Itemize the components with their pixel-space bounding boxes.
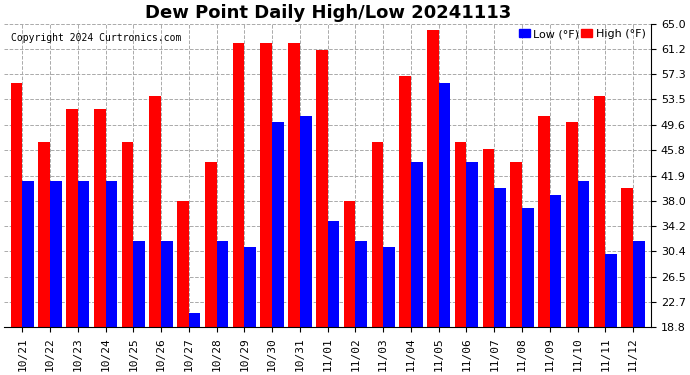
Bar: [272, 122, 284, 327]
Bar: [605, 254, 617, 327]
Bar: [121, 142, 133, 327]
Bar: [371, 142, 383, 327]
Bar: [161, 241, 172, 327]
Bar: [522, 208, 533, 327]
Bar: [466, 162, 478, 327]
Bar: [149, 96, 161, 327]
Title: Dew Point Daily High/Low 20241113: Dew Point Daily High/Low 20241113: [144, 4, 511, 22]
Bar: [538, 116, 550, 327]
Bar: [217, 241, 228, 327]
Bar: [633, 241, 644, 327]
Bar: [566, 122, 578, 327]
Bar: [260, 44, 272, 327]
Bar: [494, 188, 506, 327]
Bar: [316, 50, 328, 327]
Bar: [344, 201, 355, 327]
Bar: [328, 221, 339, 327]
Bar: [205, 162, 217, 327]
Bar: [427, 30, 439, 327]
Bar: [133, 241, 145, 327]
Bar: [622, 188, 633, 327]
Bar: [455, 142, 466, 327]
Bar: [177, 201, 189, 327]
Bar: [233, 44, 244, 327]
Bar: [50, 182, 61, 327]
Bar: [39, 142, 50, 327]
Bar: [511, 162, 522, 327]
Bar: [300, 116, 311, 327]
Bar: [244, 247, 256, 327]
Bar: [10, 83, 22, 327]
Bar: [94, 109, 106, 327]
Bar: [550, 195, 562, 327]
Bar: [22, 182, 34, 327]
Legend: Low (°F), High (°F): Low (°F), High (°F): [519, 29, 646, 39]
Bar: [578, 182, 589, 327]
Bar: [66, 109, 78, 327]
Bar: [355, 241, 367, 327]
Bar: [482, 148, 494, 327]
Bar: [593, 96, 605, 327]
Bar: [383, 247, 395, 327]
Bar: [439, 83, 451, 327]
Bar: [106, 182, 117, 327]
Bar: [78, 182, 90, 327]
Bar: [288, 44, 300, 327]
Bar: [400, 76, 411, 327]
Text: Copyright 2024 Curtronics.com: Copyright 2024 Curtronics.com: [10, 33, 181, 43]
Bar: [189, 313, 201, 327]
Bar: [411, 162, 422, 327]
